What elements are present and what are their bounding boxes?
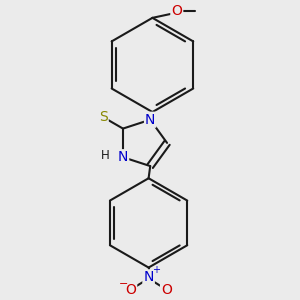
- Text: O: O: [161, 283, 172, 297]
- Text: N: N: [145, 113, 155, 127]
- Text: −: −: [119, 279, 128, 289]
- Text: O: O: [171, 4, 182, 18]
- Text: +: +: [152, 265, 160, 275]
- Text: H: H: [101, 149, 110, 162]
- Text: S: S: [99, 110, 108, 124]
- Text: N: N: [118, 150, 128, 164]
- Text: O: O: [125, 283, 136, 297]
- Text: N: N: [143, 270, 154, 284]
